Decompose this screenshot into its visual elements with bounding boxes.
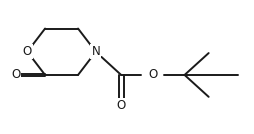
Text: N: N [91,45,100,58]
Text: O: O [148,68,157,81]
Text: O: O [116,99,125,112]
Text: O: O [11,68,21,81]
Text: O: O [23,45,32,58]
